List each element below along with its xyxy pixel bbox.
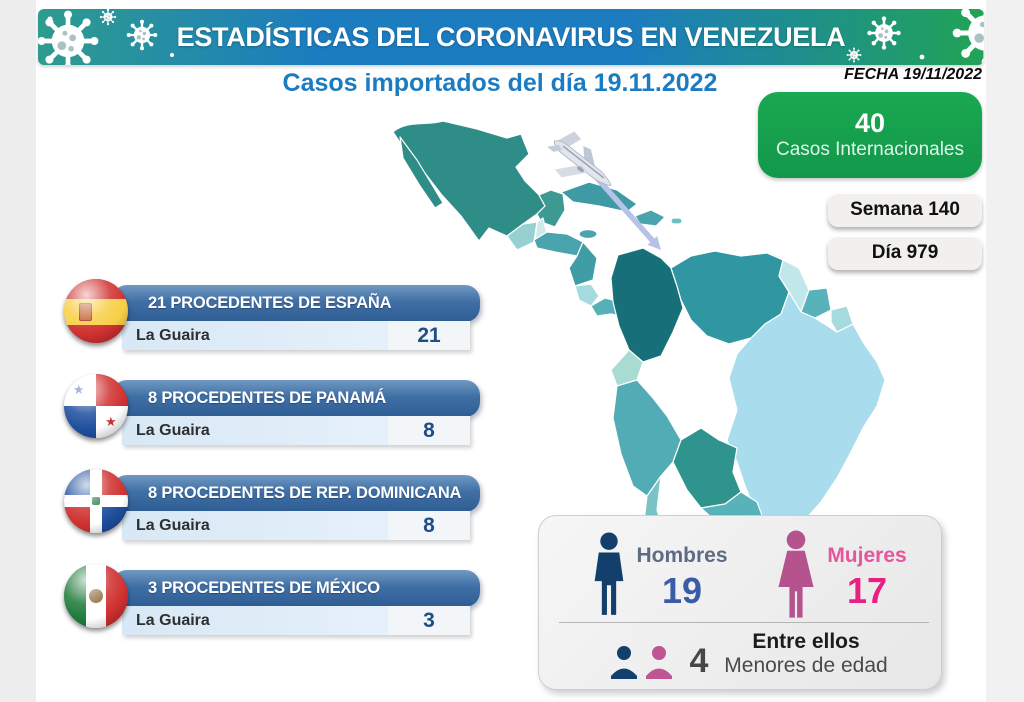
origin-row-dominicana: 8 PROCEDENTES DE REP. DOMINICANA La Guai… xyxy=(64,469,484,551)
panama-flag-icon: ★ ★ xyxy=(64,374,128,438)
dominican-republic-flag-icon xyxy=(64,469,128,533)
origin-header-dominicana: 8 PROCEDENTES DE REP. DOMINICANA xyxy=(112,475,480,512)
origin-row-espana: 21 PROCEDENTES DE ESPAÑA La Guaira 21 xyxy=(64,279,484,361)
date-label: FECHA 19/11/2022 xyxy=(844,66,982,83)
children-busts-icon xyxy=(611,646,672,679)
arrival-city: La Guaira xyxy=(136,612,210,629)
arrival-city: La Guaira xyxy=(136,422,210,439)
case-count: 8 xyxy=(388,511,470,540)
title-banner: ESTADÍSTICAS DEL CORONAVIRUS EN VENEZUEL… xyxy=(38,9,984,65)
map-colombia xyxy=(610,247,684,363)
subtitle: Casos importados del día 19.11.2022 xyxy=(282,69,718,97)
origin-header-mexico: 3 PROCEDENTES DE MÉXICO xyxy=(112,570,480,607)
map-jamaica xyxy=(578,228,598,240)
spain-flag-icon xyxy=(64,279,128,343)
day-badge: Día 979 xyxy=(828,236,982,270)
women-label: Mujeres xyxy=(827,544,907,567)
international-cases-value: 40 xyxy=(854,108,886,138)
origin-detail-espana: La Guaira 21 xyxy=(122,321,470,350)
left-margin-strip xyxy=(0,0,36,702)
latin-america-map xyxy=(392,120,886,559)
men-label: Hombres xyxy=(636,544,728,567)
mexico-flag-icon xyxy=(64,564,128,628)
origin-row-panama: 8 PROCEDENTES DE PANAMÁ La Guaira 8 ★ ★ xyxy=(64,374,484,456)
map-mexico xyxy=(392,120,546,242)
case-count: 8 xyxy=(388,416,470,445)
map-honduras xyxy=(533,231,584,257)
origin-header-panama: 8 PROCEDENTES DE PANAMÁ xyxy=(112,380,480,417)
origin-detail-panama: La Guaira 8 xyxy=(122,416,470,445)
female-icon xyxy=(778,530,814,618)
origin-row-mexico: 3 PROCEDENTES DE MÉXICO La Guaira 3 xyxy=(64,564,484,646)
minors-label: Menores de edad xyxy=(724,654,888,677)
map-nicaragua xyxy=(568,241,598,287)
week-badge: Semana 140 xyxy=(828,193,982,227)
card-divider xyxy=(559,622,929,623)
flight-arrow-icon xyxy=(594,175,661,250)
origin-header-espana: 21 PROCEDENTES DE ESPAÑA xyxy=(112,285,480,322)
arrival-city: La Guaira xyxy=(136,327,210,344)
origin-detail-mexico: La Guaira 3 xyxy=(122,606,470,635)
origin-detail-dominicana: La Guaira 8 xyxy=(122,511,470,540)
map-baja-california xyxy=(399,136,444,209)
international-cases-box: 40 Casos Internacionales xyxy=(758,92,982,178)
map-suriname xyxy=(800,287,832,319)
minors-intro: Entre ellos xyxy=(752,630,860,653)
male-icon xyxy=(594,532,624,615)
virus-decoration-icons xyxy=(38,9,984,65)
international-cases-label: Casos Internacionales xyxy=(776,139,964,160)
map-peru xyxy=(612,379,682,497)
women-value: 17 xyxy=(846,570,888,611)
arrival-city: La Guaira xyxy=(136,517,210,534)
right-margin-strip xyxy=(986,0,1024,702)
map-costa-rica xyxy=(574,283,600,307)
men-value: 19 xyxy=(661,570,703,611)
map-puerto-rico xyxy=(670,217,683,225)
case-count: 3 xyxy=(388,606,470,635)
demographics-card: Hombres 19 Mujeres 17 4 Entre ellos Meno… xyxy=(538,515,942,690)
minors-value: 4 xyxy=(689,642,709,680)
airplane-icon xyxy=(547,131,612,186)
case-count: 21 xyxy=(388,321,470,350)
page-title: ESTADÍSTICAS DEL CORONAVIRUS EN VENEZUEL… xyxy=(176,21,846,52)
